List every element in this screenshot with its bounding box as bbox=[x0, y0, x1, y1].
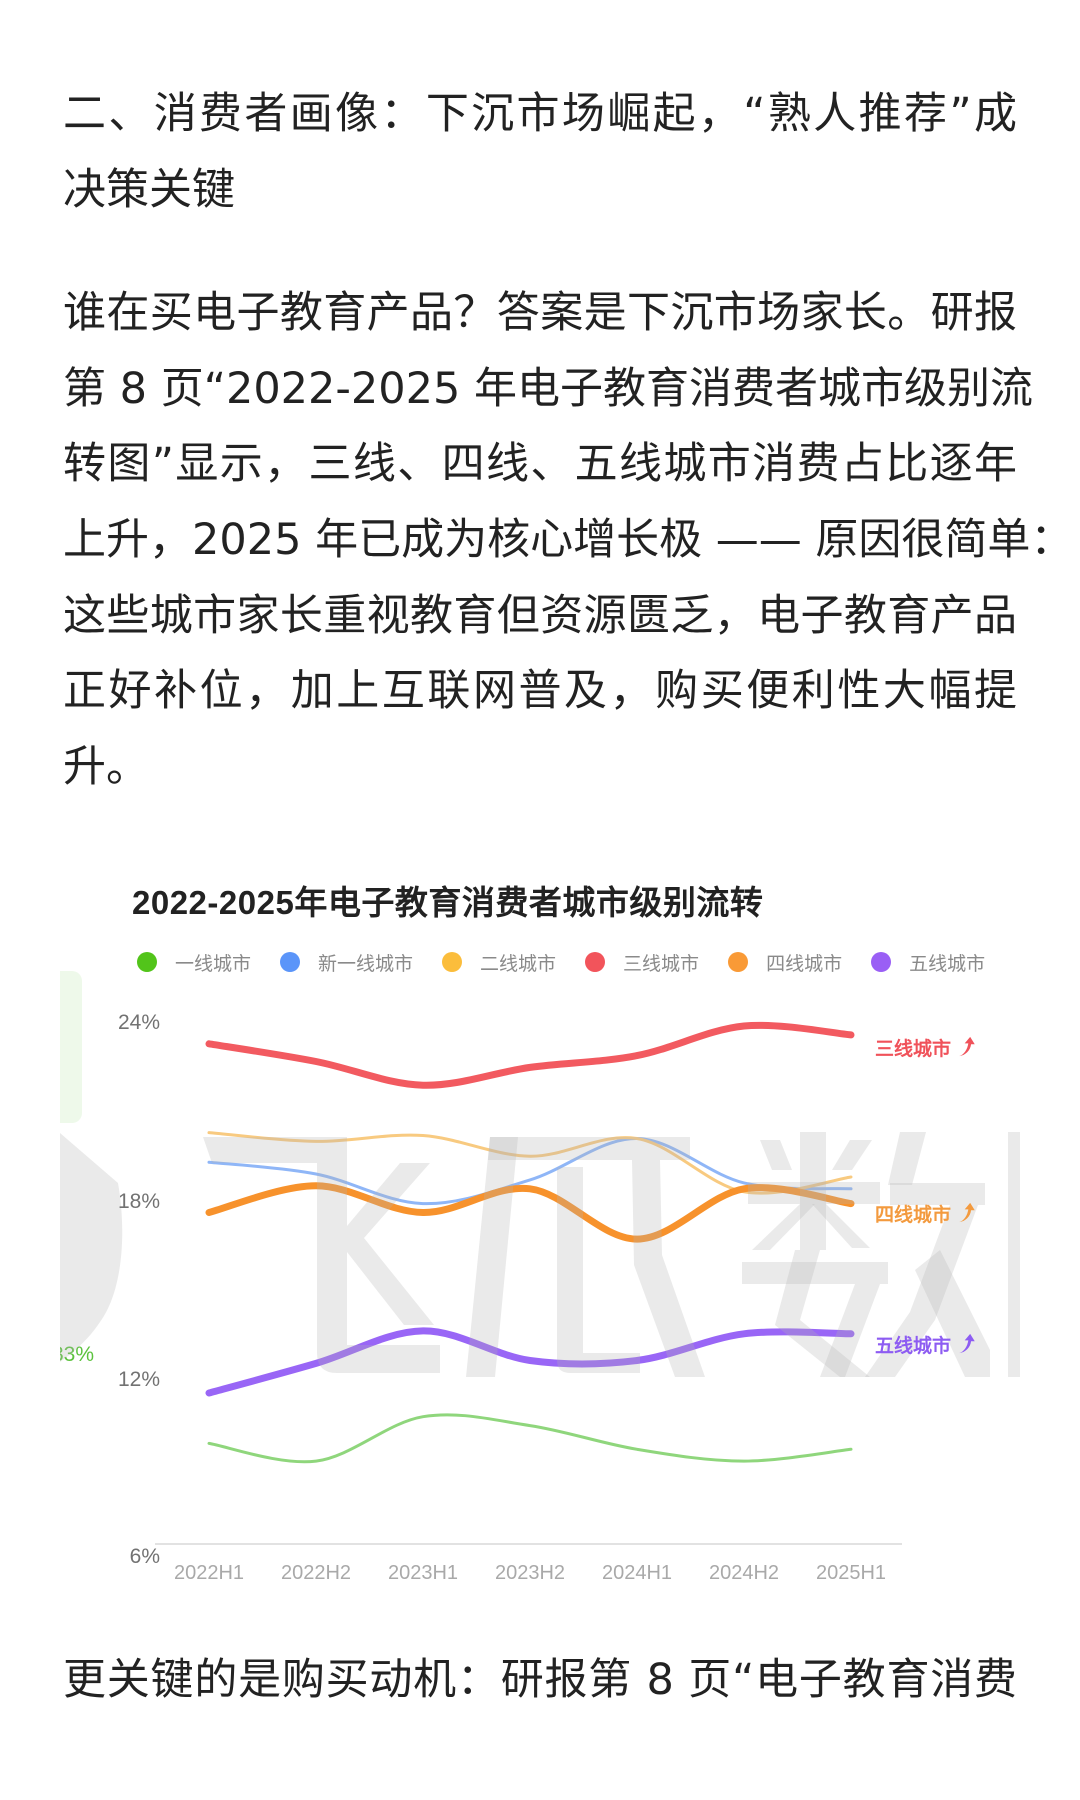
legend-label: 五线城市 bbox=[909, 952, 986, 975]
legend-dot-icon bbox=[280, 952, 301, 972]
legend-dot-icon bbox=[585, 952, 606, 972]
cropped-percent-fragment: 33% bbox=[52, 1343, 94, 1366]
paragraph-line: 谁在买电子教育产品？答案是下沉市场家长。研报 bbox=[63, 288, 1017, 338]
legend-label: 二线城市 bbox=[480, 952, 557, 975]
legend-dot-icon bbox=[728, 952, 749, 972]
annotation-tier4-city: 四线城市 bbox=[875, 1200, 976, 1226]
legend-label: 四线城市 bbox=[766, 952, 843, 975]
series-line-new-tier1-city bbox=[207, 1136, 853, 1206]
paragraph-line: 正好补位，加上互联网普及，购买便利性大幅提 bbox=[63, 666, 1017, 717]
annotation-tier3-city: 三线城市 bbox=[875, 1034, 976, 1060]
chart-plot-area: 33% bbox=[52, 971, 1020, 1545]
chart-image[interactable]: 33% bbox=[0, 850, 1080, 1620]
series-lines bbox=[205, 1021, 855, 1464]
legend-label: 新一线城市 bbox=[318, 952, 414, 975]
series-line-tier1-city bbox=[207, 1413, 853, 1464]
paragraph-line: 升。 bbox=[63, 742, 149, 793]
paragraph-line: 更关键的是购买动机：研报第 8 页“电子教育消费 bbox=[63, 1655, 1017, 1705]
annotation-label: 四线城市 bbox=[875, 1203, 952, 1226]
body-paragraph: 谁在买电子教育产品？答案是下沉市场家长。研报 第 8 页“2022-2025 年… bbox=[63, 276, 1074, 806]
legend-item-tier3-city: 三线城市 bbox=[585, 949, 699, 976]
x-tick-label: 2023H2 bbox=[494, 1562, 566, 1584]
body-paragraph: 更关键的是购买动机：研报第 8 页“电子教育消费 bbox=[63, 1643, 1017, 1719]
legend-item-new-tier1-city: 新一线城市 bbox=[280, 949, 413, 976]
cropped-panel-fragment bbox=[60, 971, 82, 1123]
trend-up-arrow-icon bbox=[959, 1202, 975, 1223]
chart-title: 2022-2025年电子教育消费者城市级别流转 bbox=[132, 884, 764, 921]
legend-dot-icon bbox=[871, 952, 892, 972]
legend-label: 三线城市 bbox=[623, 952, 700, 975]
legend-item-tier2-city: 二线城市 bbox=[442, 949, 556, 976]
y-tick-label: 6% bbox=[129, 1545, 160, 1568]
section-heading: 二、消费者画像：下沉市场崛起，“熟人推荐”成 决策关键 bbox=[63, 77, 1017, 228]
legend-label: 一线城市 bbox=[175, 952, 252, 975]
x-tick-label: 2022H1 bbox=[173, 1562, 245, 1584]
legend-dot-icon bbox=[137, 952, 157, 972]
chart-legend: 一线城市 新一线城市 二线城市 三线城市 四线城市 五线城市 bbox=[137, 949, 1014, 976]
annotation-label: 三线城市 bbox=[875, 1037, 952, 1060]
x-tick-label: 2024H2 bbox=[708, 1562, 780, 1584]
paragraph-line: 上升，2025 年已成为核心增长极 —— 原因很简单： bbox=[63, 515, 1074, 566]
x-tick-label: 2022H2 bbox=[280, 1562, 352, 1584]
series-line-tier4-city bbox=[205, 1182, 855, 1243]
paragraph-line: 这些城市家长重视教育但资源匮乏，电子教育产品 bbox=[63, 590, 1017, 641]
paragraph-line: 转图”显示，三线、四线、五线城市消费占比逐年 bbox=[63, 439, 1017, 490]
y-tick-label: 12% bbox=[117, 1368, 160, 1391]
series-line-tier3-city bbox=[205, 1021, 855, 1089]
trend-up-arrow-icon bbox=[959, 1333, 975, 1354]
heading-line: 二、消费者画像：下沉市场崛起，“熟人推荐”成 bbox=[63, 89, 1017, 139]
y-tick-label: 24% bbox=[117, 1011, 160, 1034]
legend-dot-icon bbox=[442, 952, 463, 972]
heading-line: 决策关键 bbox=[63, 164, 235, 215]
legend-item-tier4-city: 四线城市 bbox=[728, 949, 842, 976]
watermark-logo bbox=[60, 1132, 1020, 1377]
annotation-label: 五线城市 bbox=[875, 1334, 952, 1357]
legend-item-tier1-city: 一线城市 bbox=[137, 949, 251, 976]
series-line-tier5-city bbox=[205, 1327, 855, 1397]
y-tick-label: 18% bbox=[117, 1190, 160, 1213]
legend-item-tier5-city: 五线城市 bbox=[871, 949, 985, 976]
paragraph-line: 第 8 页“2022-2025 年电子教育消费者城市级别流 bbox=[63, 363, 1034, 414]
x-tick-label: 2025H1 bbox=[815, 1562, 887, 1584]
x-tick-label: 2024H1 bbox=[601, 1562, 673, 1584]
annotation-tier5-city: 五线城市 bbox=[875, 1331, 976, 1357]
x-tick-label: 2023H1 bbox=[387, 1562, 459, 1584]
trend-up-arrow-icon bbox=[959, 1036, 975, 1057]
